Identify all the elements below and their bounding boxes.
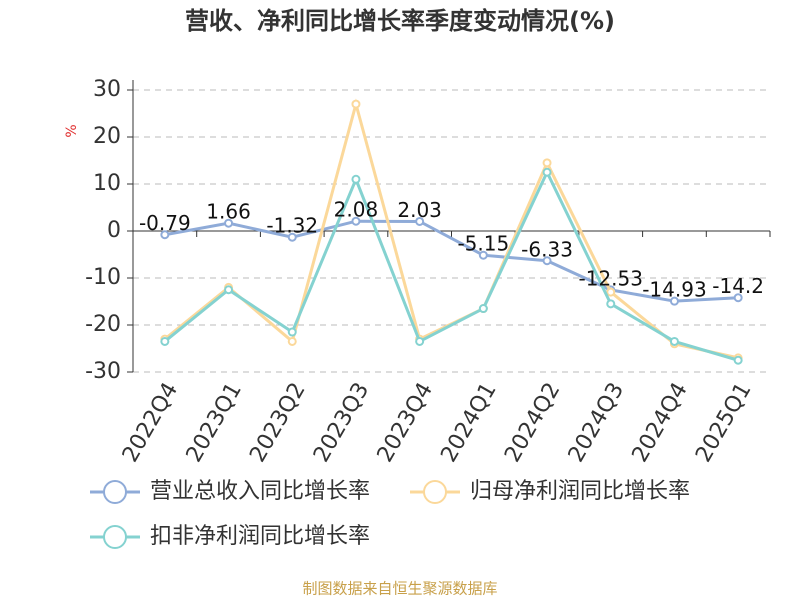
x-tick-label: 2023Q2: [245, 379, 310, 467]
data-point: [733, 293, 743, 303]
data-point: [287, 327, 297, 337]
data-label: -0.79: [139, 211, 191, 235]
data-point: [542, 158, 552, 168]
data-point: [733, 355, 743, 365]
legend-item[interactable]: 营业总收入同比增长率: [90, 479, 370, 504]
legend-item[interactable]: 归母净利润同比增长率: [410, 479, 690, 504]
data-point: [669, 336, 679, 346]
series-line: [164, 219, 739, 303]
y-tick-label: -10: [85, 265, 121, 290]
y-tick-label: 0: [107, 218, 121, 243]
chart-title: 营收、净利同比增长率季度变动情况(%): [185, 7, 615, 35]
data-label: -6.33: [521, 237, 573, 261]
legend-label: 营业总收入同比增长率: [150, 479, 370, 504]
data-point: [415, 216, 425, 226]
y-tick-label: -20: [85, 312, 121, 337]
data-point: [351, 216, 361, 226]
legend-marker: [103, 480, 127, 504]
data-label: -14.2: [712, 274, 764, 298]
data-label: -14.93: [642, 278, 706, 302]
y-tick-label: -30: [85, 359, 121, 384]
legend-marker: [103, 525, 127, 549]
data-point: [160, 230, 170, 240]
data-point: [224, 285, 234, 295]
legend-label: 归母净利润同比增长率: [470, 479, 690, 504]
data-point: [287, 232, 297, 242]
x-tick-label: 2024Q4: [628, 379, 693, 467]
data-label: -12.53: [579, 266, 643, 290]
data-label: 1.66: [206, 200, 251, 224]
legend-marker: [423, 480, 447, 504]
data-point: [224, 218, 234, 228]
data-point: [606, 299, 616, 309]
data-label: 2.03: [397, 198, 442, 222]
legend-label: 扣非净利润同比增长率: [150, 524, 370, 549]
data-point: [606, 287, 616, 297]
x-tick-label: 2022Q4: [118, 379, 183, 467]
y-tick-label: 30: [93, 77, 121, 102]
data-point: [415, 336, 425, 346]
data-point: [542, 256, 552, 266]
source-note: 制图数据来自恒生聚源数据库: [302, 580, 497, 598]
data-point: [351, 174, 361, 184]
x-tick-label: 2023Q4: [373, 379, 438, 467]
y-axis-label: %: [64, 124, 80, 137]
data-point: [160, 336, 170, 346]
data-label: -1.32: [266, 214, 318, 238]
x-tick-label: 2023Q3: [309, 379, 374, 467]
x-tick-label: 2024Q1: [436, 378, 501, 466]
data-point: [542, 167, 552, 177]
data-point: [351, 99, 361, 109]
data-point: [478, 250, 488, 260]
y-tick-label: 20: [93, 124, 121, 149]
legend-item[interactable]: 扣非净利润同比增长率: [90, 524, 370, 549]
data-label: 2.08: [334, 198, 379, 222]
data-point: [287, 336, 297, 346]
data-point: [669, 296, 679, 306]
series-line: [163, 168, 739, 362]
y-tick-label: 10: [93, 171, 121, 196]
x-tick-label: 2024Q2: [500, 379, 565, 467]
x-tick-label: 2024Q3: [564, 379, 629, 467]
x-tick-label: 2023Q1: [182, 379, 247, 467]
data-point: [478, 304, 488, 314]
data-label: -5.15: [457, 232, 509, 256]
x-tick-label: 2025Q1: [691, 379, 756, 467]
